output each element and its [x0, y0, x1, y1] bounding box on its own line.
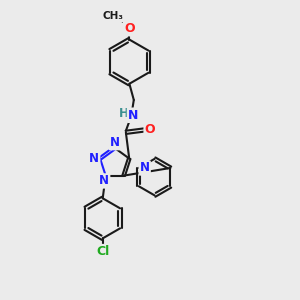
Text: Cl: Cl	[96, 245, 109, 258]
Text: N: N	[99, 174, 109, 188]
Text: N: N	[128, 109, 138, 122]
Text: CH₃: CH₃	[103, 11, 124, 21]
Text: O: O	[145, 124, 155, 136]
Text: H: H	[119, 107, 129, 120]
Text: O: O	[124, 22, 135, 35]
Text: N: N	[89, 152, 99, 165]
Text: N: N	[140, 161, 150, 175]
Text: N: N	[110, 136, 120, 149]
